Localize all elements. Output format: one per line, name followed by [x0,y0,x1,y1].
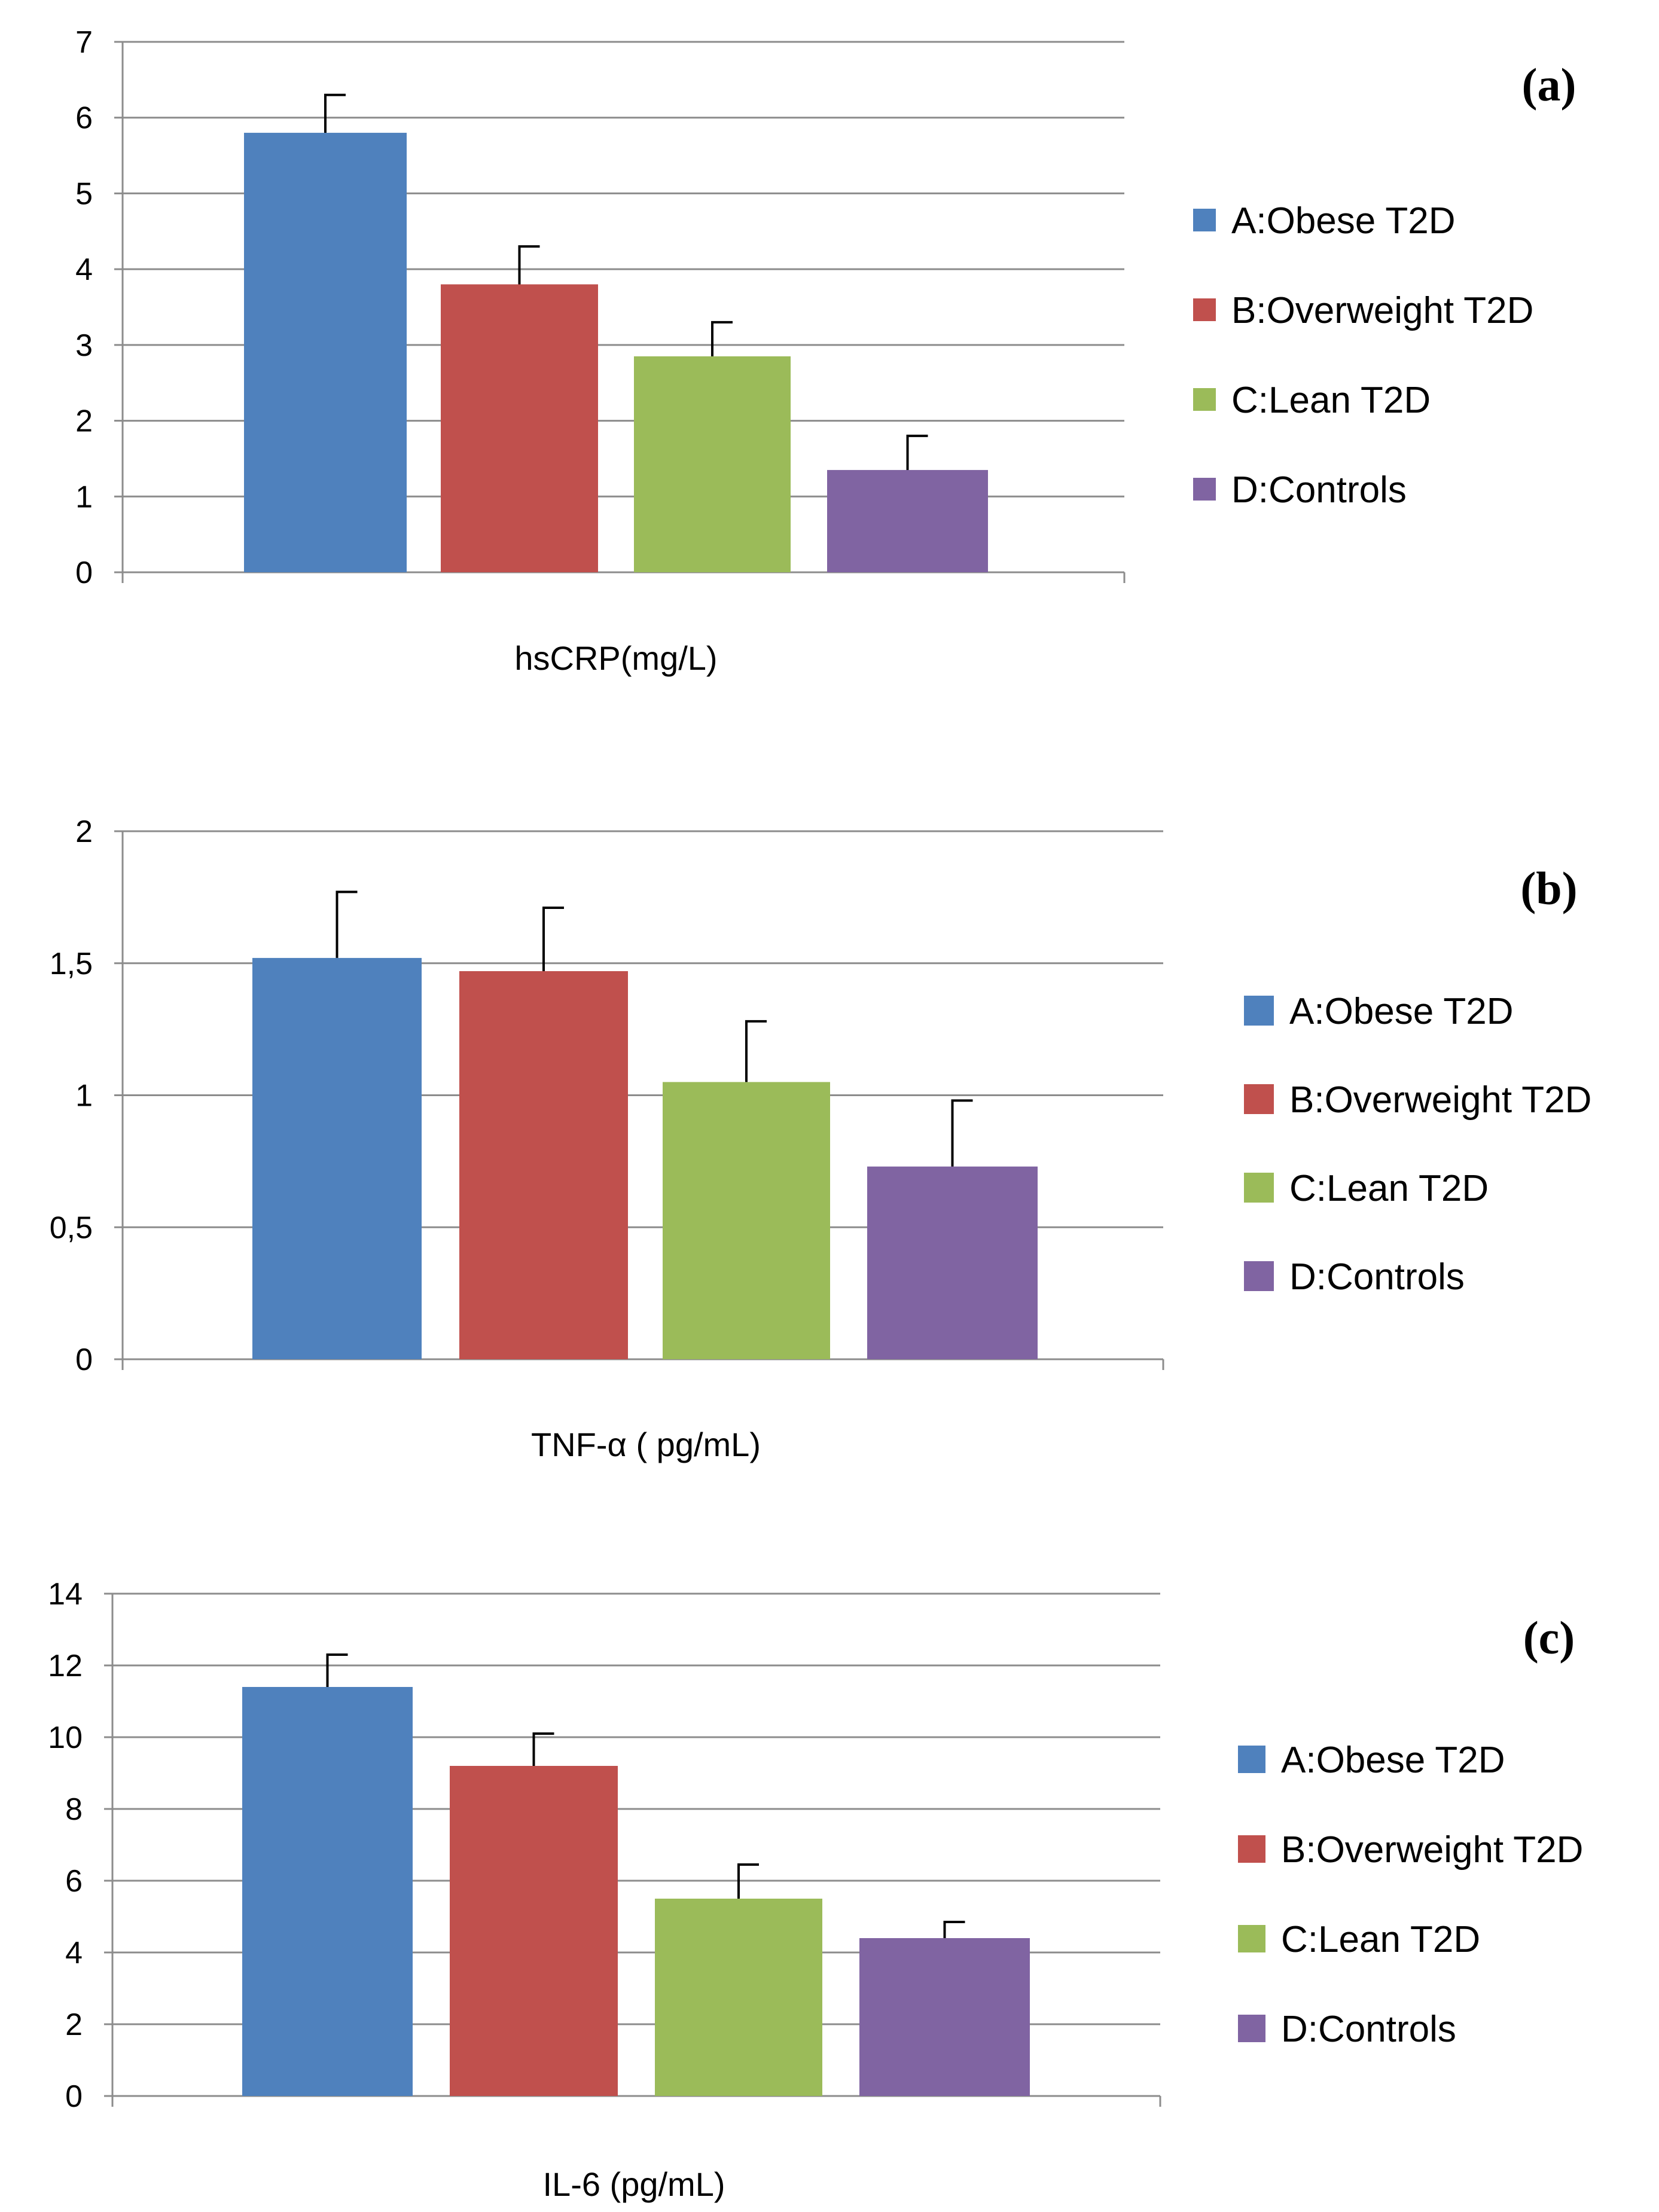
y-tick-label: 12 [48,1649,83,1683]
y-tick-label: 14 [48,1577,83,1612]
chart-panel-3: 0 2 4 6 8 10 12 14 A:Obese T2D B:Overweight T2D C:… [48,1577,1583,2203]
y-tick-label: 4 [75,252,93,287]
y-tick-label: 6 [65,1864,83,1899]
y-tick-label: 8 [65,1792,83,1827]
legend-swatch [1244,1261,1274,1291]
legend-label: C:Lean T2D [1231,380,1431,421]
bar-a [244,133,407,573]
panel-label: (b) [1520,862,1577,914]
y-tick-label: 1 [75,480,93,514]
x-axis-label: TNF-α ( pg/mL) [531,1426,761,1463]
legend-swatch [1244,1173,1274,1203]
x-axis-label: hsCRP(mg/L) [514,639,717,677]
bar-b [441,284,598,572]
legend-swatch [1238,1746,1265,1773]
bar-d [827,469,988,572]
legend-label: B:Overweight T2D [1289,1079,1591,1121]
y-tick-label: 10 [48,1720,83,1755]
y-tick-label: 1,5 [50,947,93,981]
legend-label: C:Lean T2D [1289,1168,1489,1209]
legend-swatch [1238,2015,1265,2042]
y-tick-label: 4 [65,1936,83,1970]
bar-b [450,1766,618,2096]
bar-c [655,1899,822,2096]
legend-swatch [1193,298,1216,321]
legend-swatch [1193,209,1216,231]
y-tick-label: 5 [75,176,93,211]
y-tick-label: 7 [75,25,93,60]
y-tick-label: 2 [75,404,93,439]
legend-swatch [1193,388,1216,411]
y-tick-label: 1 [75,1079,93,1113]
legend-swatch [1244,1084,1274,1114]
legend-swatch [1238,1925,1265,1952]
bar-c [634,356,791,572]
legend-swatch [1193,478,1216,501]
y-tick-label: 2 [65,2007,83,2042]
legend-swatch [1238,1835,1265,1863]
legend-label: D:Controls [1289,1256,1465,1298]
bar-d [859,1938,1030,2096]
legend-label: A:Obese T2D [1289,991,1513,1032]
legend-swatch [1244,996,1274,1026]
bar-b [459,971,628,1359]
legend-label: C:Lean T2D [1281,1919,1480,1960]
y-tick-label: 6 [75,101,93,136]
bar-a [242,1687,413,2096]
y-tick-label: 0 [75,1343,93,1377]
y-tick-label: 2 [75,814,93,849]
bar-c [663,1082,830,1359]
panel-label: (c) [1523,1612,1575,1664]
bar-a [252,957,422,1359]
legend-label: A:Obese T2D [1231,200,1455,242]
x-axis-label: IL-6 (pg/mL) [543,2165,725,2203]
legend-label: B:Overweight T2D [1231,290,1533,331]
bar-d [867,1166,1038,1359]
y-tick-label: 3 [75,328,93,363]
legend-label: A:Obese T2D [1281,1740,1505,1781]
legend-label: B:Overweight T2D [1281,1829,1583,1871]
y-tick-label: 0,5 [50,1210,93,1245]
chart-panel-2: 0 0,5 1 1,5 2 A:Obese T2D B:Overweight T2D C:Le… [50,814,1592,1463]
legend-label: D:Controls [1231,469,1407,511]
y-tick-label: 0 [75,556,93,590]
y-tick-label: 0 [65,2079,83,2114]
chart-panel-1: 0 1 2 3 4 5 6 7 A:Obese T2D B:Overweight T2D C:Lea… [75,25,1576,677]
legend-label: D:Controls [1281,2009,1456,2050]
panel-label: (a) [1522,59,1576,111]
